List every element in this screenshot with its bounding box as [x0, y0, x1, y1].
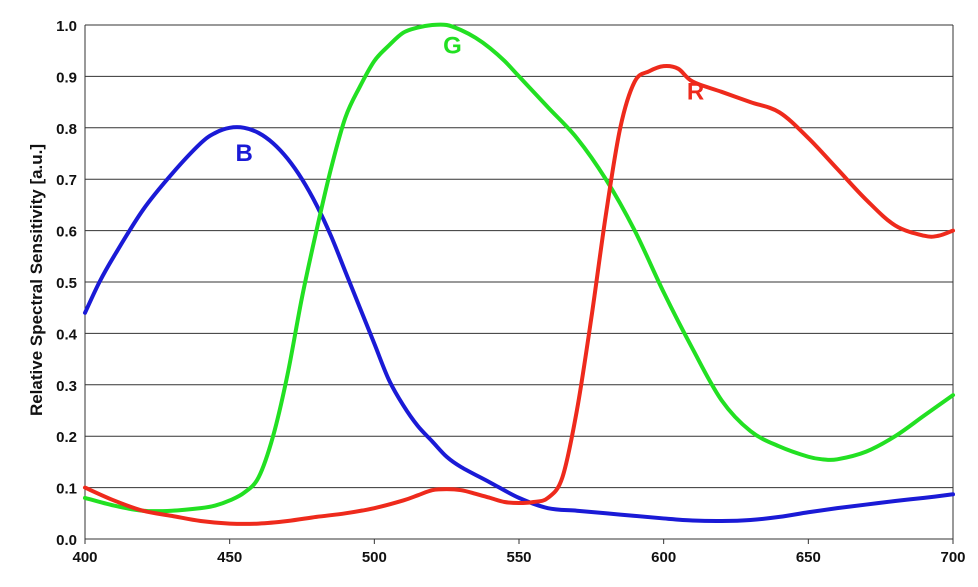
y-tick-label: 0.1	[56, 481, 77, 498]
y-tick-label: 0.9	[56, 69, 77, 86]
y-tick-label: 0.5	[56, 275, 77, 292]
y-tick-label: 0.6	[56, 224, 77, 241]
x-tick-label: 550	[506, 549, 531, 566]
x-tick-label: 500	[362, 549, 387, 566]
axis-layer: 0.0 0.1 0.2 0.3 0.4 0.5 0.6 0.7 0.8 0.9 1.0 400 450 5…	[56, 18, 965, 566]
x-tick-label: 700	[940, 549, 965, 566]
series-layer	[83, 22, 955, 526]
y-tick-label: 0.2	[56, 429, 77, 446]
series-label-layer: B G R	[235, 32, 704, 167]
y-tick-label: 0.3	[56, 378, 77, 395]
x-tick-label: 450	[217, 549, 242, 566]
x-tick-label: 400	[72, 549, 97, 566]
series-line-G	[83, 22, 955, 514]
series-line-B	[83, 125, 955, 524]
y-axis-title: Relative Spectral Sensitivity [a.u.]	[27, 144, 46, 416]
y-tick-label: 0.7	[56, 172, 77, 189]
series-line-R	[83, 63, 955, 526]
y-tick-label: 0.4	[56, 326, 78, 343]
x-tick-label: 650	[796, 549, 821, 566]
series-label-G: G	[443, 32, 462, 59]
x-tick-label: 600	[651, 549, 676, 566]
y-tick-label: 1.0	[56, 18, 77, 35]
y-tick-label: 0.8	[56, 121, 77, 138]
series-label-B: B	[235, 140, 252, 167]
y-tick-label: 0.0	[56, 532, 77, 549]
series-label-R: R	[687, 79, 704, 106]
grid-layer	[85, 24, 953, 540]
